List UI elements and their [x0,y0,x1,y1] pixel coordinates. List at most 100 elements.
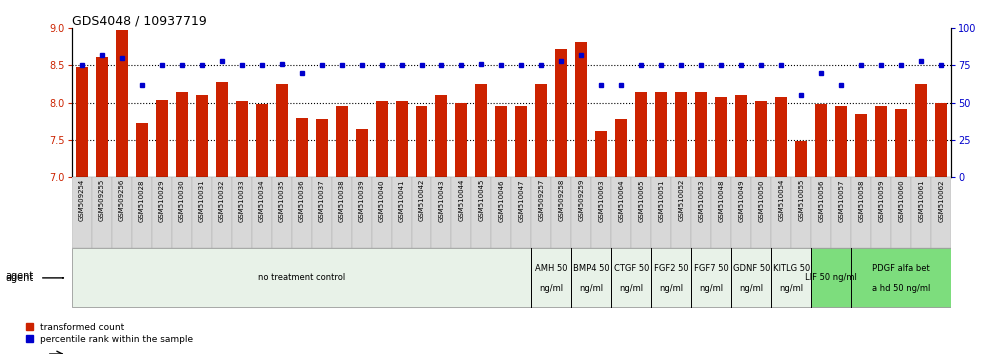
Bar [755,101,767,177]
FancyBboxPatch shape [411,177,431,248]
Text: GSM510046: GSM510046 [498,179,504,222]
FancyBboxPatch shape [791,177,812,248]
Text: LIF 50 ng/ml: LIF 50 ng/ml [806,273,858,282]
Text: GSM510039: GSM510039 [359,179,365,222]
FancyBboxPatch shape [72,177,92,248]
Bar [816,104,828,177]
Text: ng/ml: ng/ml [659,284,683,293]
Text: GSM510044: GSM510044 [458,179,464,222]
Text: GSM510043: GSM510043 [438,179,444,222]
Bar [935,103,947,177]
Bar [556,49,568,177]
Bar [395,101,407,177]
Bar [135,124,147,177]
FancyBboxPatch shape [352,177,372,248]
FancyBboxPatch shape [131,177,151,248]
FancyBboxPatch shape [812,249,852,307]
Text: GSM510059: GSM510059 [878,179,884,222]
Bar [256,104,268,177]
FancyBboxPatch shape [151,177,171,248]
Text: GSM509257: GSM509257 [539,179,545,222]
FancyBboxPatch shape [272,177,292,248]
FancyBboxPatch shape [491,177,512,248]
FancyBboxPatch shape [252,177,272,248]
Text: GSM510047: GSM510047 [519,179,525,222]
FancyBboxPatch shape [232,177,252,248]
Bar [96,57,108,177]
FancyBboxPatch shape [572,177,592,248]
FancyBboxPatch shape [112,177,131,248]
Text: a hd 50 ng/ml: a hd 50 ng/ml [872,284,930,293]
Text: GSM510056: GSM510056 [819,179,825,222]
FancyBboxPatch shape [852,249,951,307]
Bar [516,106,528,177]
Bar [616,119,627,177]
Bar [276,84,288,177]
Text: no treatment control: no treatment control [258,273,346,282]
Text: GSM510034: GSM510034 [259,179,265,222]
Text: GSM509254: GSM509254 [79,179,85,221]
Bar [356,129,368,177]
Text: GSM510053: GSM510053 [698,179,704,222]
Text: GSM509255: GSM509255 [99,179,105,221]
FancyBboxPatch shape [651,177,671,248]
FancyBboxPatch shape [471,177,491,248]
Text: agent: agent [5,273,33,283]
FancyBboxPatch shape [612,177,631,248]
FancyBboxPatch shape [391,177,411,248]
Bar [895,109,907,177]
Text: GSM510045: GSM510045 [478,179,484,222]
FancyBboxPatch shape [911,177,931,248]
Bar [155,100,167,177]
Bar [735,95,747,177]
Text: GSM510050: GSM510050 [758,179,764,222]
FancyBboxPatch shape [751,177,771,248]
Text: GSM510028: GSM510028 [138,179,144,222]
Bar [316,119,328,177]
Text: CTGF 50: CTGF 50 [614,264,649,273]
Text: BMP4 50: BMP4 50 [573,264,610,273]
Text: GSM510048: GSM510048 [718,179,724,222]
FancyBboxPatch shape [612,249,651,307]
Bar [675,92,687,177]
Bar [576,42,588,177]
FancyBboxPatch shape [532,249,572,307]
Text: GSM510042: GSM510042 [418,179,424,222]
Bar [236,101,248,177]
FancyBboxPatch shape [312,177,332,248]
Text: GSM509259: GSM509259 [579,179,585,222]
Text: ng/ml: ng/ml [739,284,763,293]
Bar [655,92,667,177]
Text: GSM510064: GSM510064 [619,179,624,222]
FancyBboxPatch shape [711,177,731,248]
Text: GSM509256: GSM509256 [119,179,124,222]
Bar [775,97,787,177]
Text: GSM510054: GSM510054 [778,179,784,222]
Text: GSM510060: GSM510060 [898,179,904,222]
FancyBboxPatch shape [651,249,691,307]
Bar [435,95,447,177]
FancyBboxPatch shape [191,177,211,248]
Text: GSM510057: GSM510057 [839,179,845,222]
Text: PDGF alfa bet: PDGF alfa bet [872,264,930,273]
Text: FGF7 50: FGF7 50 [694,264,729,273]
Bar [455,103,467,177]
Bar [695,92,707,177]
FancyBboxPatch shape [572,249,612,307]
FancyBboxPatch shape [852,177,872,248]
Bar [415,106,427,177]
FancyBboxPatch shape [72,249,532,307]
Text: GSM510033: GSM510033 [239,179,245,222]
Text: GDS4048 / 10937719: GDS4048 / 10937719 [72,14,206,27]
Bar [336,106,348,177]
Bar [116,30,127,177]
Text: ng/ml: ng/ml [779,284,804,293]
FancyBboxPatch shape [171,177,191,248]
Text: AMH 50: AMH 50 [535,264,568,273]
FancyBboxPatch shape [211,177,232,248]
Bar [795,141,808,177]
Text: GSM510037: GSM510037 [319,179,325,222]
Bar [856,114,868,177]
FancyBboxPatch shape [552,177,572,248]
Text: GSM510035: GSM510035 [279,179,285,222]
